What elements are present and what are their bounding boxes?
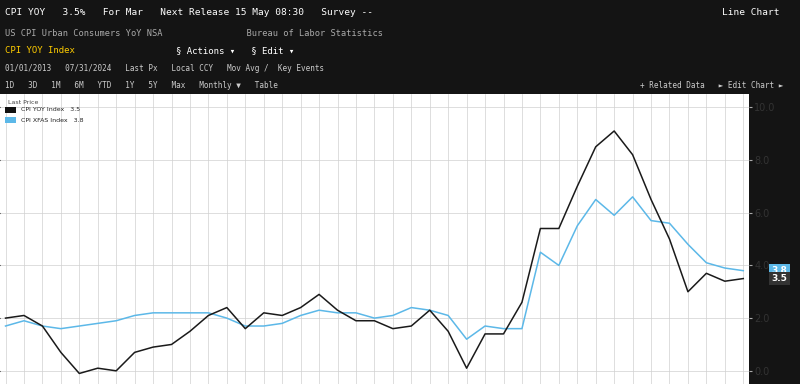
Text: CPI YOY   3.5%   For Mar   Next Release 15 May 08:30   Survey --: CPI YOY 3.5% For Mar Next Release 15 May… (5, 8, 373, 17)
Bar (6, 107, 17, 113)
Text: CPI XFAS Index   3.8: CPI XFAS Index 3.8 (21, 118, 83, 123)
Text: CPI YOY Index   3.5: CPI YOY Index 3.5 (21, 107, 80, 113)
Text: + Related Data   ► Edit Chart ►: + Related Data ► Edit Chart ► (640, 81, 783, 90)
Text: Last Price: Last Price (7, 100, 38, 105)
Text: CPI YOY Index: CPI YOY Index (5, 46, 74, 55)
Text: 01/01/2013   07/31/2024   Last Px   Local CCY   Mov Avg /  Key Events: 01/01/2013 07/31/2024 Last Px Local CCY … (5, 64, 324, 73)
Text: 3.5: 3.5 (771, 274, 787, 283)
Text: 3.8: 3.8 (771, 266, 787, 275)
Text: 1D   3D   1M   6M   YTD   1Y   5Y   Max   Monthly ▼   Table: 1D 3D 1M 6M YTD 1Y 5Y Max Monthly ▼ Tabl… (5, 81, 278, 90)
Text: US CPI Urban Consumers YoY NSA                Bureau of Labor Statistics: US CPI Urban Consumers YoY NSA Bureau of… (5, 29, 383, 38)
Text: § Actions ▾   § Edit ▾: § Actions ▾ § Edit ▾ (176, 46, 294, 55)
Text: Line Chart: Line Chart (722, 8, 780, 17)
Bar (6, 118, 17, 123)
